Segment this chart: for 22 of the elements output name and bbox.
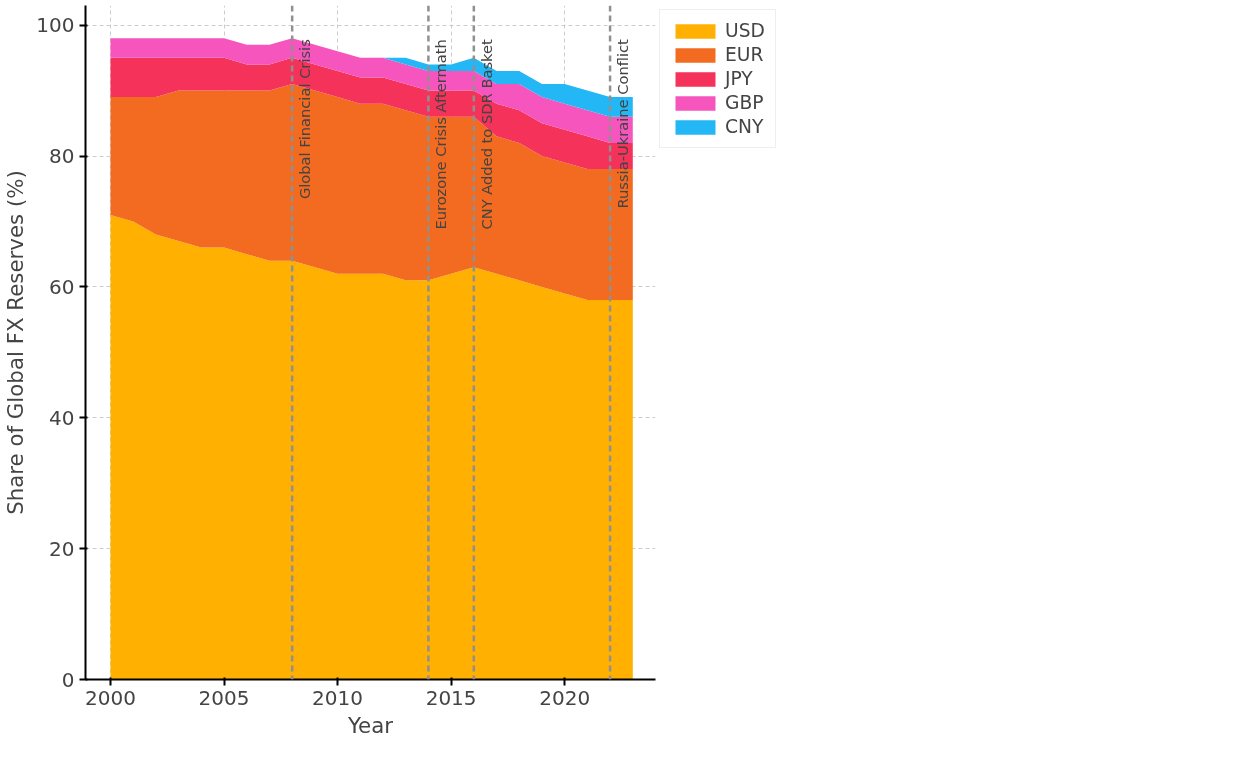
ref-line-label: CNY Added to SDR Basket	[477, 38, 495, 230]
legend-label: GBP	[725, 92, 764, 113]
x-tick-label: 2010	[312, 685, 364, 710]
legend-label: USD	[725, 20, 765, 41]
x-tick-label: 2005	[198, 685, 250, 710]
legend-label: CNY	[725, 116, 764, 137]
y-tick-label: 80	[49, 144, 75, 168]
x-tick-label: 2000	[85, 685, 136, 710]
x-tick-label: 2020	[539, 685, 591, 710]
legend-label: EUR	[725, 44, 764, 65]
y-tick-label: 20	[49, 536, 75, 561]
y-tick-label: 40	[49, 405, 75, 430]
legend-label: JPY	[725, 68, 753, 89]
ref-line-label: Russia-Ukraine Conflict	[614, 38, 632, 209]
x-tick-label: 2015	[425, 685, 477, 710]
y-axis-title: Share of Global FX Reserves (%)	[3, 170, 29, 515]
x-axis-title: Year	[346, 712, 394, 738]
y-tick-label: 0	[61, 667, 75, 692]
ref-line-label: Global Financial Crisis	[296, 39, 314, 200]
ref-line-label: Eurozone Crisis Aftermath	[432, 39, 450, 230]
y-tick-label: 100	[36, 13, 75, 38]
y-tick-label: 60	[49, 274, 75, 299]
